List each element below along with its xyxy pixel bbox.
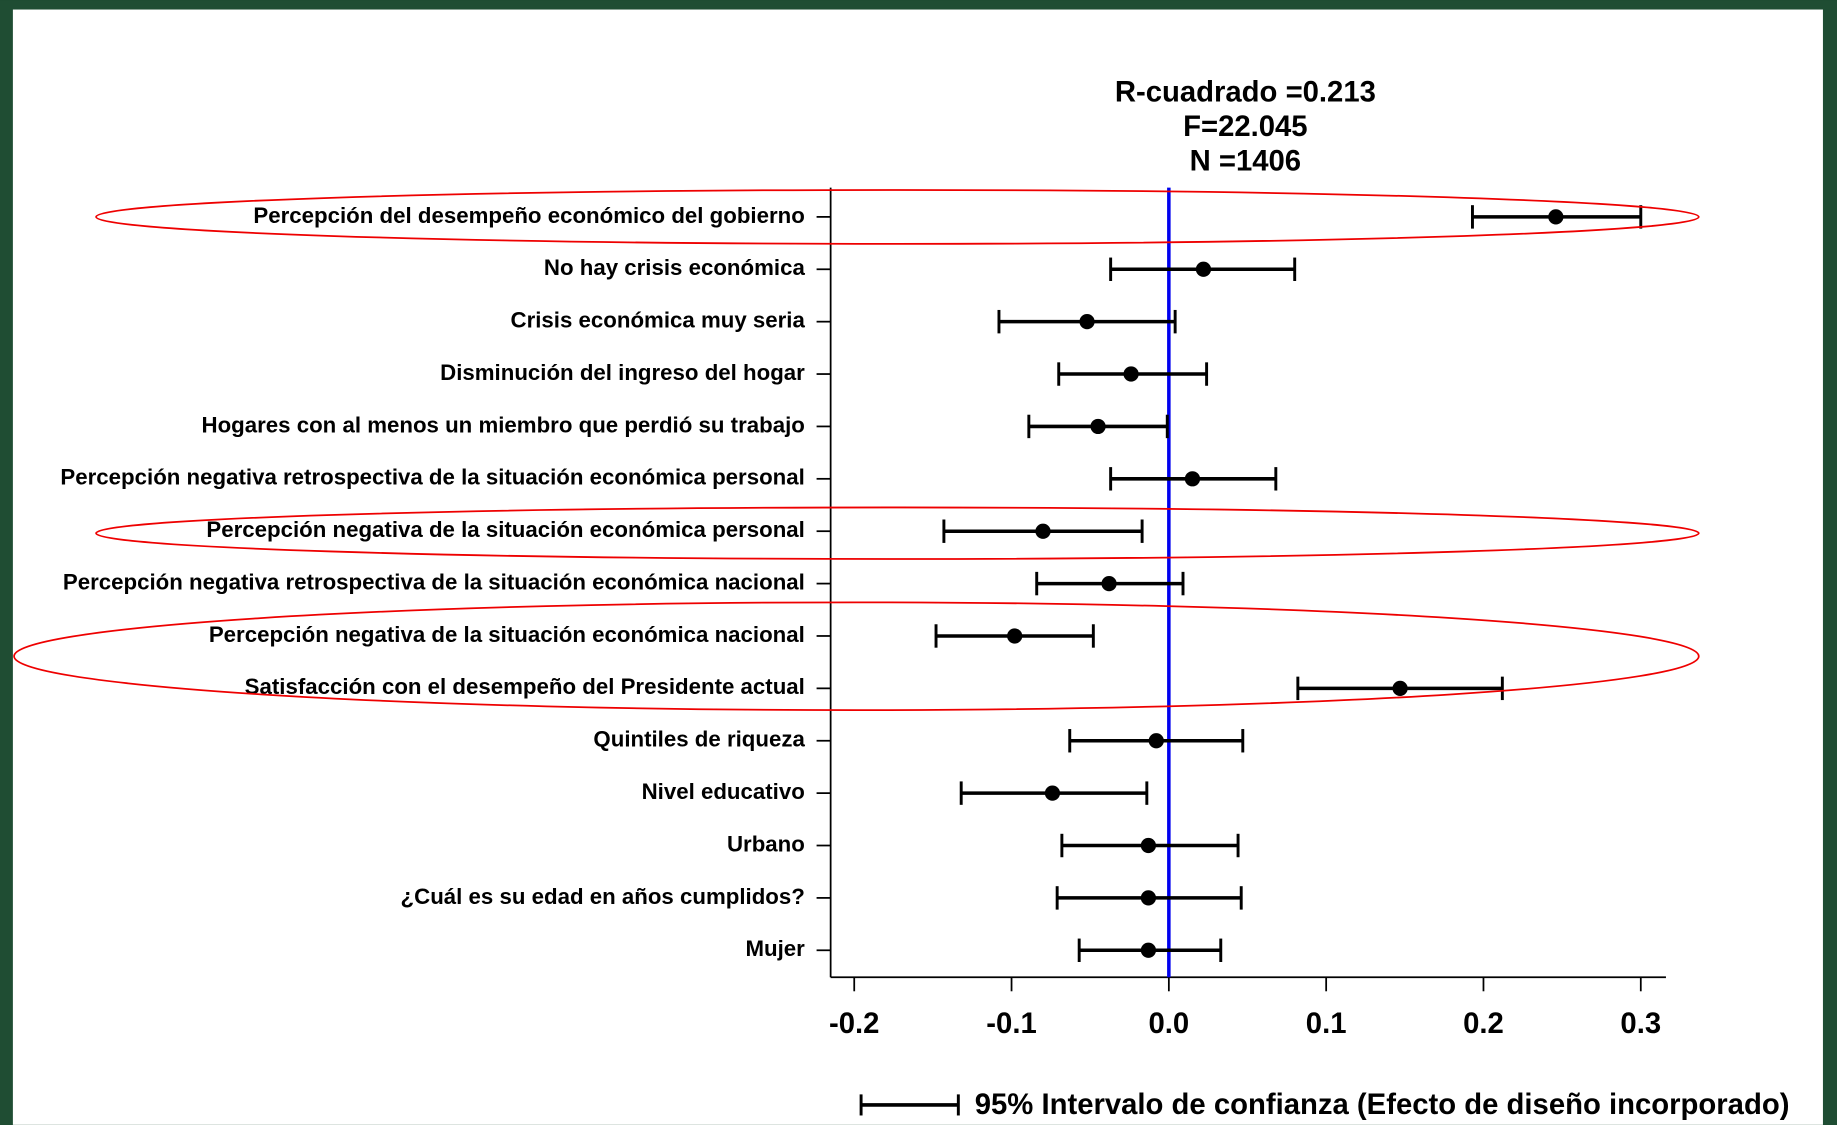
- x-tick-label: -0.1: [986, 1007, 1036, 1040]
- y-tick-label: Percepción negativa retrospectiva de la …: [60, 465, 804, 490]
- estimate-point: [1184, 471, 1201, 487]
- y-tick-label: Mujer: [746, 936, 806, 961]
- estimate-point: [1392, 680, 1408, 696]
- estimate-point: [1140, 837, 1157, 854]
- estimate-point: [1140, 890, 1157, 906]
- highlight: [95, 189, 1700, 245]
- x-tick-label: 0.1: [1306, 1007, 1347, 1040]
- y-tick-label: Urbano: [727, 831, 805, 856]
- y-tick-label: Quintiles de riqueza: [593, 727, 805, 752]
- y-tick-label: ¿Cuál es su edad en años cumplidos?: [401, 884, 805, 909]
- y-tick-label: Nivel educativo: [642, 779, 805, 804]
- estimate-point: [1140, 942, 1157, 958]
- y-tick-label: Crisis económica muy seria: [511, 308, 806, 333]
- y-tick-label: No hay crisis económica: [544, 255, 806, 280]
- y-tick-label: Satisfacción con el desempeño del Presid…: [245, 674, 805, 699]
- chart-title: R-cuadrado =0.213: [1115, 76, 1376, 109]
- chart-title: F=22.045: [1183, 110, 1307, 143]
- estimate-point: [1548, 209, 1564, 225]
- y-tick-label: Disminución del ingreso del hogar: [440, 360, 805, 385]
- panel: [12, 9, 1823, 1125]
- x-tick-label: 0.0: [1149, 1007, 1190, 1040]
- estimate-point: [1079, 314, 1095, 330]
- y-tick-label: Percepción negativa de la situación econ…: [206, 517, 804, 542]
- y-tick-label: Hogares con al menos un miembro que perd…: [202, 412, 805, 437]
- estimate-point: [1123, 366, 1139, 382]
- y-tick-label: Percepción negativa de la situación econ…: [209, 622, 805, 647]
- x-tick-label: -0.2: [829, 1007, 879, 1040]
- estimate-point: [1090, 418, 1106, 435]
- y-tick-label: Percepción del desempeño económico del g…: [253, 203, 804, 228]
- x-tick-label: 0.3: [1620, 1007, 1661, 1040]
- estimate-point: [1007, 628, 1023, 644]
- highlight: [95, 506, 1700, 560]
- estimate-point: [1148, 733, 1164, 749]
- estimate-point: [1195, 261, 1212, 277]
- estimate-point: [1035, 523, 1051, 539]
- estimate-point: [1101, 575, 1117, 592]
- estimate-point: [1044, 785, 1061, 801]
- highlight: [13, 601, 1700, 711]
- legend-label: 95% Intervalo de confianza (Efecto de di…: [975, 1088, 1790, 1121]
- x-tick-label: 0.2: [1463, 1007, 1504, 1040]
- chart-title: N =1406: [1190, 145, 1301, 178]
- y-tick-label: Percepción negativa retrospectiva de la …: [63, 569, 805, 594]
